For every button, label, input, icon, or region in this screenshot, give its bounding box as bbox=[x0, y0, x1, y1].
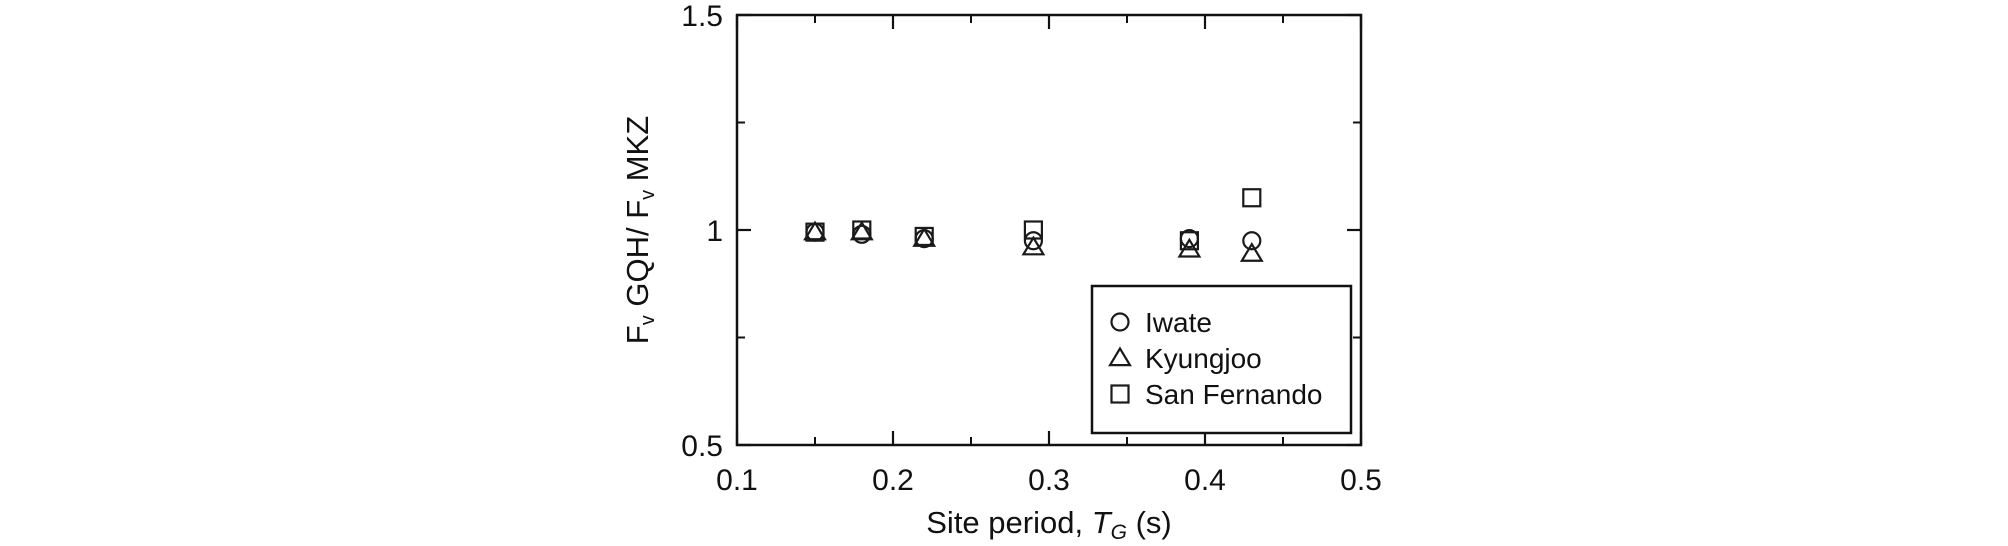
x-axis-label-prefix: Site period, bbox=[926, 505, 1091, 540]
x-axis-label: Site period, TG (s) bbox=[926, 505, 1171, 544]
square-point bbox=[805, 222, 825, 242]
legend: Iwate Kyungjoo San Fernando bbox=[1090, 284, 1353, 435]
square-point bbox=[852, 220, 872, 240]
legend-box bbox=[1090, 284, 1353, 435]
circle-point bbox=[1023, 231, 1044, 251]
series-san-fernando bbox=[805, 188, 1262, 251]
y-axis-label: Fv GQH/ Fv MKZ bbox=[620, 116, 659, 344]
tick-labels: 0.1 0.2 0.3 0.4 0.5 0.5 1 1.5 bbox=[681, 0, 1382, 497]
legend-label: Kyungjoo bbox=[1145, 343, 1262, 374]
square-point bbox=[1179, 231, 1200, 251]
y-axis-label-sub1: v bbox=[637, 315, 659, 325]
triangle-point bbox=[1239, 242, 1264, 262]
legend-item: Iwate bbox=[1110, 307, 1212, 338]
triangle-point bbox=[803, 220, 827, 241]
y-tick-label: 1.5 bbox=[681, 0, 723, 33]
legend-label: Iwate bbox=[1145, 307, 1212, 338]
x-axis-label-symbol: T bbox=[1092, 505, 1113, 540]
y-tick-label: 0.5 bbox=[681, 430, 723, 463]
circle-point bbox=[1242, 231, 1262, 251]
x-axis-label-suffix: (s) bbox=[1127, 505, 1172, 540]
square-point bbox=[1242, 188, 1262, 208]
square-point bbox=[1023, 220, 1044, 240]
x-tick-label: 0.4 bbox=[1184, 464, 1226, 497]
plot-frame bbox=[735, 13, 1363, 447]
x-tick-label: 0.2 bbox=[872, 464, 914, 497]
y-axis-label-part3: MKZ bbox=[620, 116, 655, 190]
x-axis-label-subscript: G bbox=[1111, 521, 1127, 544]
y-tick-label: 1 bbox=[706, 215, 723, 248]
triangle-point bbox=[1021, 235, 1046, 256]
series-kyungjoo bbox=[803, 220, 1264, 262]
x-tick-label: 0.3 bbox=[1028, 464, 1070, 497]
legend-item: San Fernando bbox=[1110, 379, 1322, 410]
data-points bbox=[803, 188, 1264, 262]
y-axis-label-part2: GQH/ F bbox=[620, 200, 655, 315]
legend-square-icon bbox=[1110, 384, 1130, 404]
legend-circle-icon bbox=[1110, 312, 1130, 332]
square-point bbox=[914, 226, 934, 247]
y-axis-label-part1: F bbox=[620, 325, 655, 344]
legend-item: Kyungjoo bbox=[1108, 343, 1262, 374]
x-tick-label: 0.1 bbox=[716, 464, 758, 497]
legend-label: San Fernando bbox=[1145, 379, 1322, 410]
legend-triangle-icon bbox=[1108, 346, 1132, 367]
y-axis-label-sub2: v bbox=[637, 190, 659, 200]
x-tick-label: 0.5 bbox=[1340, 464, 1382, 497]
